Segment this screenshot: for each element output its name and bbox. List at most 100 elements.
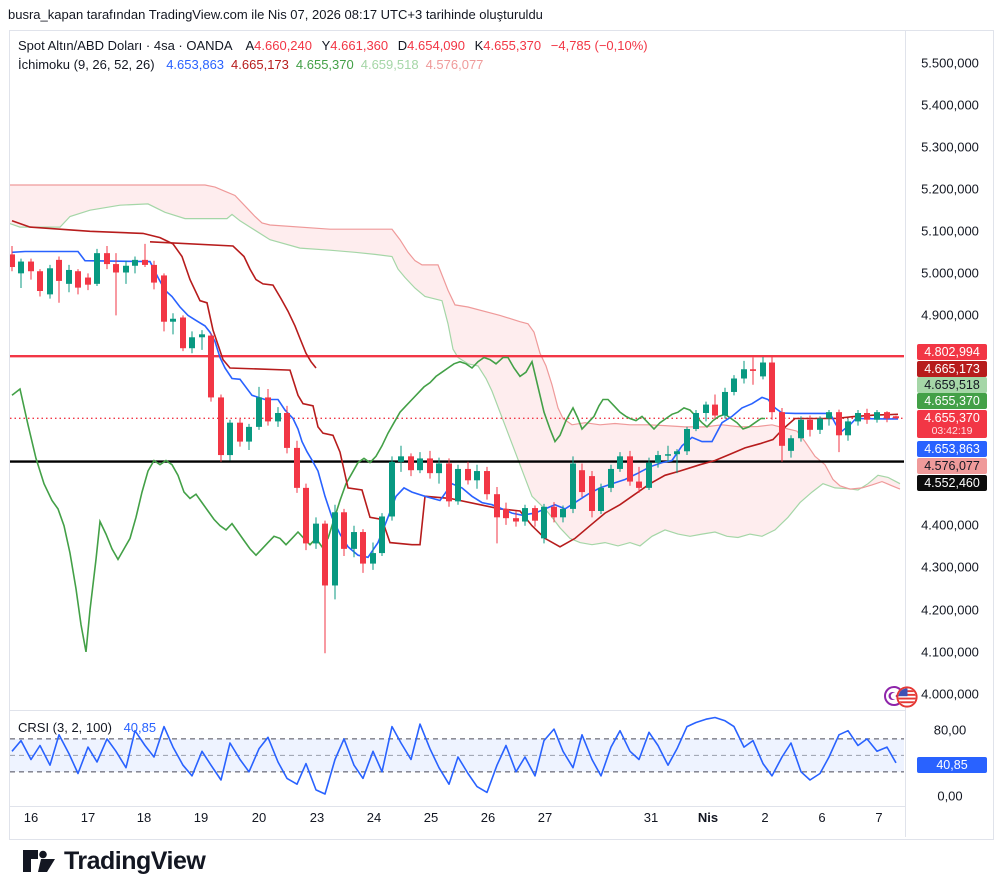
close-value: 4.655,370 [483, 38, 542, 53]
candle-body [142, 259, 148, 265]
candle-body [303, 487, 309, 544]
time-axis-label: 27 [537, 810, 553, 825]
symbol-title[interactable]: Spot Altın/ABD Doları · 4sa · OANDA [18, 38, 232, 53]
price-badge: 4.665,173 [917, 361, 987, 377]
candle-body [532, 508, 538, 521]
open-label: A [245, 38, 255, 53]
price-badge: 4.655,370 [917, 393, 987, 409]
pane-separator[interactable] [10, 710, 905, 711]
chart-card [9, 30, 994, 840]
time-axis-label: 2 [761, 810, 769, 825]
low-value: 4.654,090 [407, 38, 465, 53]
time-axis-label: 6 [818, 810, 826, 825]
main-pane[interactable] [8, 184, 904, 654]
change-value: −4,785 (−0,10%) [550, 38, 648, 53]
candle-body [446, 463, 452, 502]
crsi-legend[interactable]: CRSI (3, 2, 100) 40,85 [18, 720, 156, 735]
candle-body [227, 422, 233, 456]
candle-body [817, 418, 823, 430]
time-axis-label: 31 [643, 810, 659, 825]
indicator-value: 4.576,077 [425, 57, 484, 72]
price-axis-label: 4.200,000 [921, 602, 979, 618]
candle-body [408, 456, 414, 471]
candle-body [893, 416, 899, 419]
candle-body [541, 506, 547, 539]
candle-body [779, 412, 785, 446]
candle-body [674, 451, 680, 455]
price-axis-label: 4.900,000 [921, 307, 979, 323]
price-axis-label: 5.100,000 [921, 223, 979, 239]
crsi-title[interactable]: CRSI (3, 2, 100) [18, 720, 112, 735]
symbol-legend-row[interactable]: Spot Altın/ABD Doları · 4sa · OANDA A 4.6… [18, 36, 648, 55]
candle-body [170, 318, 176, 322]
tradingview-logo[interactable]: TradingView [22, 846, 206, 876]
price-axis-label: 5.500,000 [921, 55, 979, 71]
candle-body [455, 468, 461, 502]
price-axis-label: 5.000,000 [921, 265, 979, 281]
indicator-title[interactable]: İchimoku (9, 26, 52, 26) [18, 57, 155, 72]
crsi-axis-label: 80,00 [933, 722, 967, 738]
candle-body [570, 463, 576, 509]
candle-body [836, 412, 842, 436]
price-axis-label: 5.400,000 [921, 97, 979, 113]
candle-body [360, 532, 366, 564]
candle-body [104, 253, 110, 265]
candle-body [389, 461, 395, 517]
candle-body [874, 412, 880, 420]
price-axis-label: 5.200,000 [921, 181, 979, 197]
candle-body [189, 337, 195, 349]
time-axis-separator[interactable] [10, 806, 905, 807]
candle-body [788, 438, 794, 451]
candle-body [332, 512, 338, 586]
candle-body [199, 334, 205, 338]
candle-body [655, 455, 661, 463]
kijun-line-segment [149, 241, 317, 369]
price-axis-label: 4.000,000 [921, 686, 979, 702]
us-flag-event-icon[interactable] [896, 686, 918, 708]
close-label: K [474, 38, 484, 53]
candle-body [769, 362, 775, 413]
candle-body [731, 378, 737, 392]
candle-body [66, 269, 72, 284]
indicator-value: 4.665,173 [231, 57, 289, 72]
candle-body [760, 362, 766, 377]
countdown-timer: 03:42:19 [931, 425, 973, 437]
time-axis-label: 24 [366, 810, 382, 825]
candle-body [798, 419, 804, 439]
candle-body [884, 412, 890, 419]
candle-body [646, 462, 652, 488]
candle-body [417, 458, 423, 471]
price-badge: 4.802,994 [917, 344, 987, 360]
candle-body [379, 516, 385, 554]
low-label: D [397, 38, 408, 53]
candle-body [560, 508, 566, 518]
crsi-axis-label: 0,00 [937, 788, 963, 804]
candle-body [436, 463, 442, 474]
price-axis-separator[interactable] [905, 31, 906, 837]
indicator-legend-row[interactable]: İchimoku (9, 26, 52, 26) 4.653,863 4.665,… [18, 55, 648, 74]
high-label: Y [321, 38, 331, 53]
candle-body [864, 412, 870, 420]
crsi-line [11, 716, 897, 795]
high-value: 4.661,360 [330, 38, 389, 53]
economic-event-icons[interactable] [883, 684, 919, 710]
candle-body [826, 412, 832, 419]
candle-body [494, 494, 500, 518]
candle-body [503, 508, 509, 519]
candle-body [351, 532, 357, 549]
time-axis-label: 17 [80, 810, 96, 825]
candle-body [94, 253, 100, 284]
candle-body [180, 317, 186, 349]
candle-body [665, 454, 671, 456]
candle-body [85, 277, 91, 285]
candle-body [208, 335, 214, 398]
indicator-value: 4.655,370 [295, 57, 354, 72]
candle-body [294, 447, 300, 488]
candle-body [513, 518, 519, 522]
candle-body [322, 523, 328, 586]
candle-body [522, 508, 528, 522]
time-axis-label: 23 [309, 810, 325, 825]
price-badge: 4.659,518 [917, 377, 987, 393]
time-axis-label: 7 [875, 810, 883, 825]
